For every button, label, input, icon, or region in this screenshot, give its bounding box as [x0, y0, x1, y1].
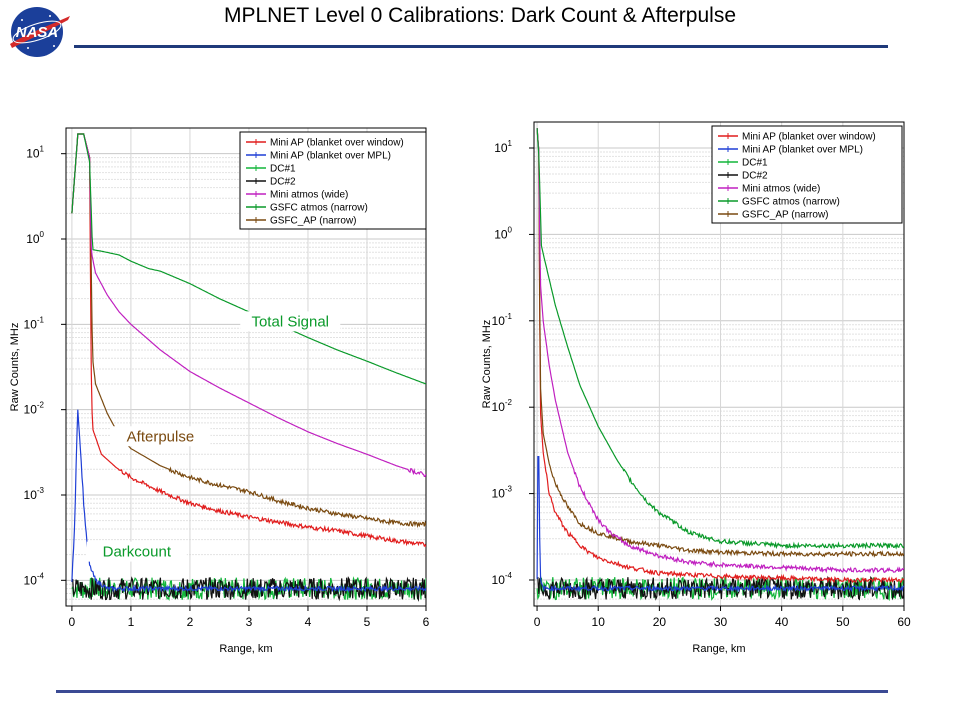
- series-line: [536, 128, 904, 574]
- x-tick-label: 60: [897, 615, 911, 629]
- legend-entry: Mini AP (blanket over window): [742, 132, 876, 143]
- x-tick-label: 20: [653, 615, 667, 629]
- annotation: Darkcount: [103, 544, 172, 561]
- x-tick-label: 6: [423, 615, 430, 629]
- x-tick-label: 5: [364, 615, 371, 629]
- series-line: [71, 133, 426, 477]
- x-tick-label: 3: [246, 615, 253, 629]
- y-tick-label: 101: [26, 145, 44, 161]
- nasa-logo: NASA: [4, 4, 74, 60]
- series-line: [536, 575, 904, 601]
- y-tick-label: 10-1: [24, 315, 45, 331]
- legend-entry: DC#1: [270, 164, 296, 175]
- header-rule: [74, 45, 888, 48]
- series-line: [536, 456, 904, 593]
- x-tick-label: 10: [592, 615, 606, 629]
- legend-entry: GSFC_AP (narrow): [270, 216, 357, 227]
- legend-entry: GSFC_AP (narrow): [742, 210, 829, 221]
- legend-entry: GSFC atmos (narrow): [270, 203, 368, 214]
- annotation: Total Signal: [251, 313, 329, 330]
- right-chart: 0 10 20 30 40 50 60 10-4 10-3 10-2 10-1 100 101 Range…: [481, 121, 911, 655]
- series-line: [71, 575, 426, 602]
- left-chart: 0 1 2 3 4 5 6 10-4 10-3 10-2 10-1 100 101 Range, km Ra…: [9, 127, 430, 655]
- legend-entry: Mini atmos (wide): [742, 184, 820, 195]
- legend-box: [239, 131, 427, 230]
- page-title: MPLNET Level 0 Calibrations: Dark Count …: [223, 4, 737, 27]
- series-line: [536, 128, 904, 550]
- x-tick-label: 50: [836, 615, 850, 629]
- x-tick-label: 0: [69, 615, 76, 629]
- y-tick-label: 10-1: [492, 312, 513, 328]
- x-tick-label: 30: [714, 615, 728, 629]
- nasa-logo-text: NASA: [16, 24, 59, 41]
- series-line: [71, 133, 426, 529]
- x-axis-title: Range, km: [692, 643, 745, 655]
- legend: Mini AP (blanket over window) Mini AP (bl…: [239, 131, 427, 230]
- x-tick-label: 2: [187, 615, 194, 629]
- legend-entry: GSFC atmos (narrow): [742, 197, 840, 208]
- y-tick-label: 10-3: [492, 485, 513, 501]
- plot-frame: [65, 127, 427, 607]
- plot-frame: [533, 121, 905, 607]
- x-tick-label: 1: [128, 615, 135, 629]
- y-tick-label: 10-2: [24, 401, 45, 417]
- x-axis-title: Range, km: [219, 643, 272, 655]
- legend: Mini AP (blanket over window) Mini AP (bl…: [711, 125, 903, 224]
- y-axis-title: Raw Counts, MHz: [481, 320, 493, 409]
- y-tick-label: 101: [494, 139, 512, 155]
- y-tick-label: 100: [494, 225, 512, 241]
- legend-box: [711, 125, 903, 224]
- x-tick-label: 0: [534, 615, 541, 629]
- footer-rule: [56, 690, 888, 693]
- plot-area: [536, 128, 904, 602]
- x-tick-label: 40: [775, 615, 789, 629]
- y-axis-title: Raw Counts, MHz: [9, 323, 21, 412]
- series-line: [536, 128, 904, 585]
- y-tick-label: 100: [26, 230, 44, 246]
- y-tick-label: 10-3: [24, 486, 45, 502]
- y-tick-label: 10-4: [24, 571, 45, 587]
- y-tick-label: 10-2: [492, 398, 513, 414]
- x-tick-label: 4: [305, 615, 312, 629]
- legend-entry: Mini atmos (wide): [270, 190, 348, 201]
- legend-entry: DC#2: [742, 171, 768, 182]
- legend-entry: Mini AP (blanket over MPL): [270, 151, 391, 162]
- legend-entry: DC#1: [742, 158, 768, 169]
- plot-area: [71, 133, 426, 602]
- series-line: [71, 409, 426, 593]
- legend-entry: Mini AP (blanket over MPL): [742, 145, 863, 156]
- legend-entry: Mini AP (blanket over window): [270, 138, 404, 149]
- annotation: Afterpulse: [127, 428, 195, 445]
- y-tick-label: 10-4: [492, 571, 513, 587]
- series-line: [536, 128, 904, 558]
- legend-entry: DC#2: [270, 177, 296, 188]
- series-line: [71, 133, 426, 548]
